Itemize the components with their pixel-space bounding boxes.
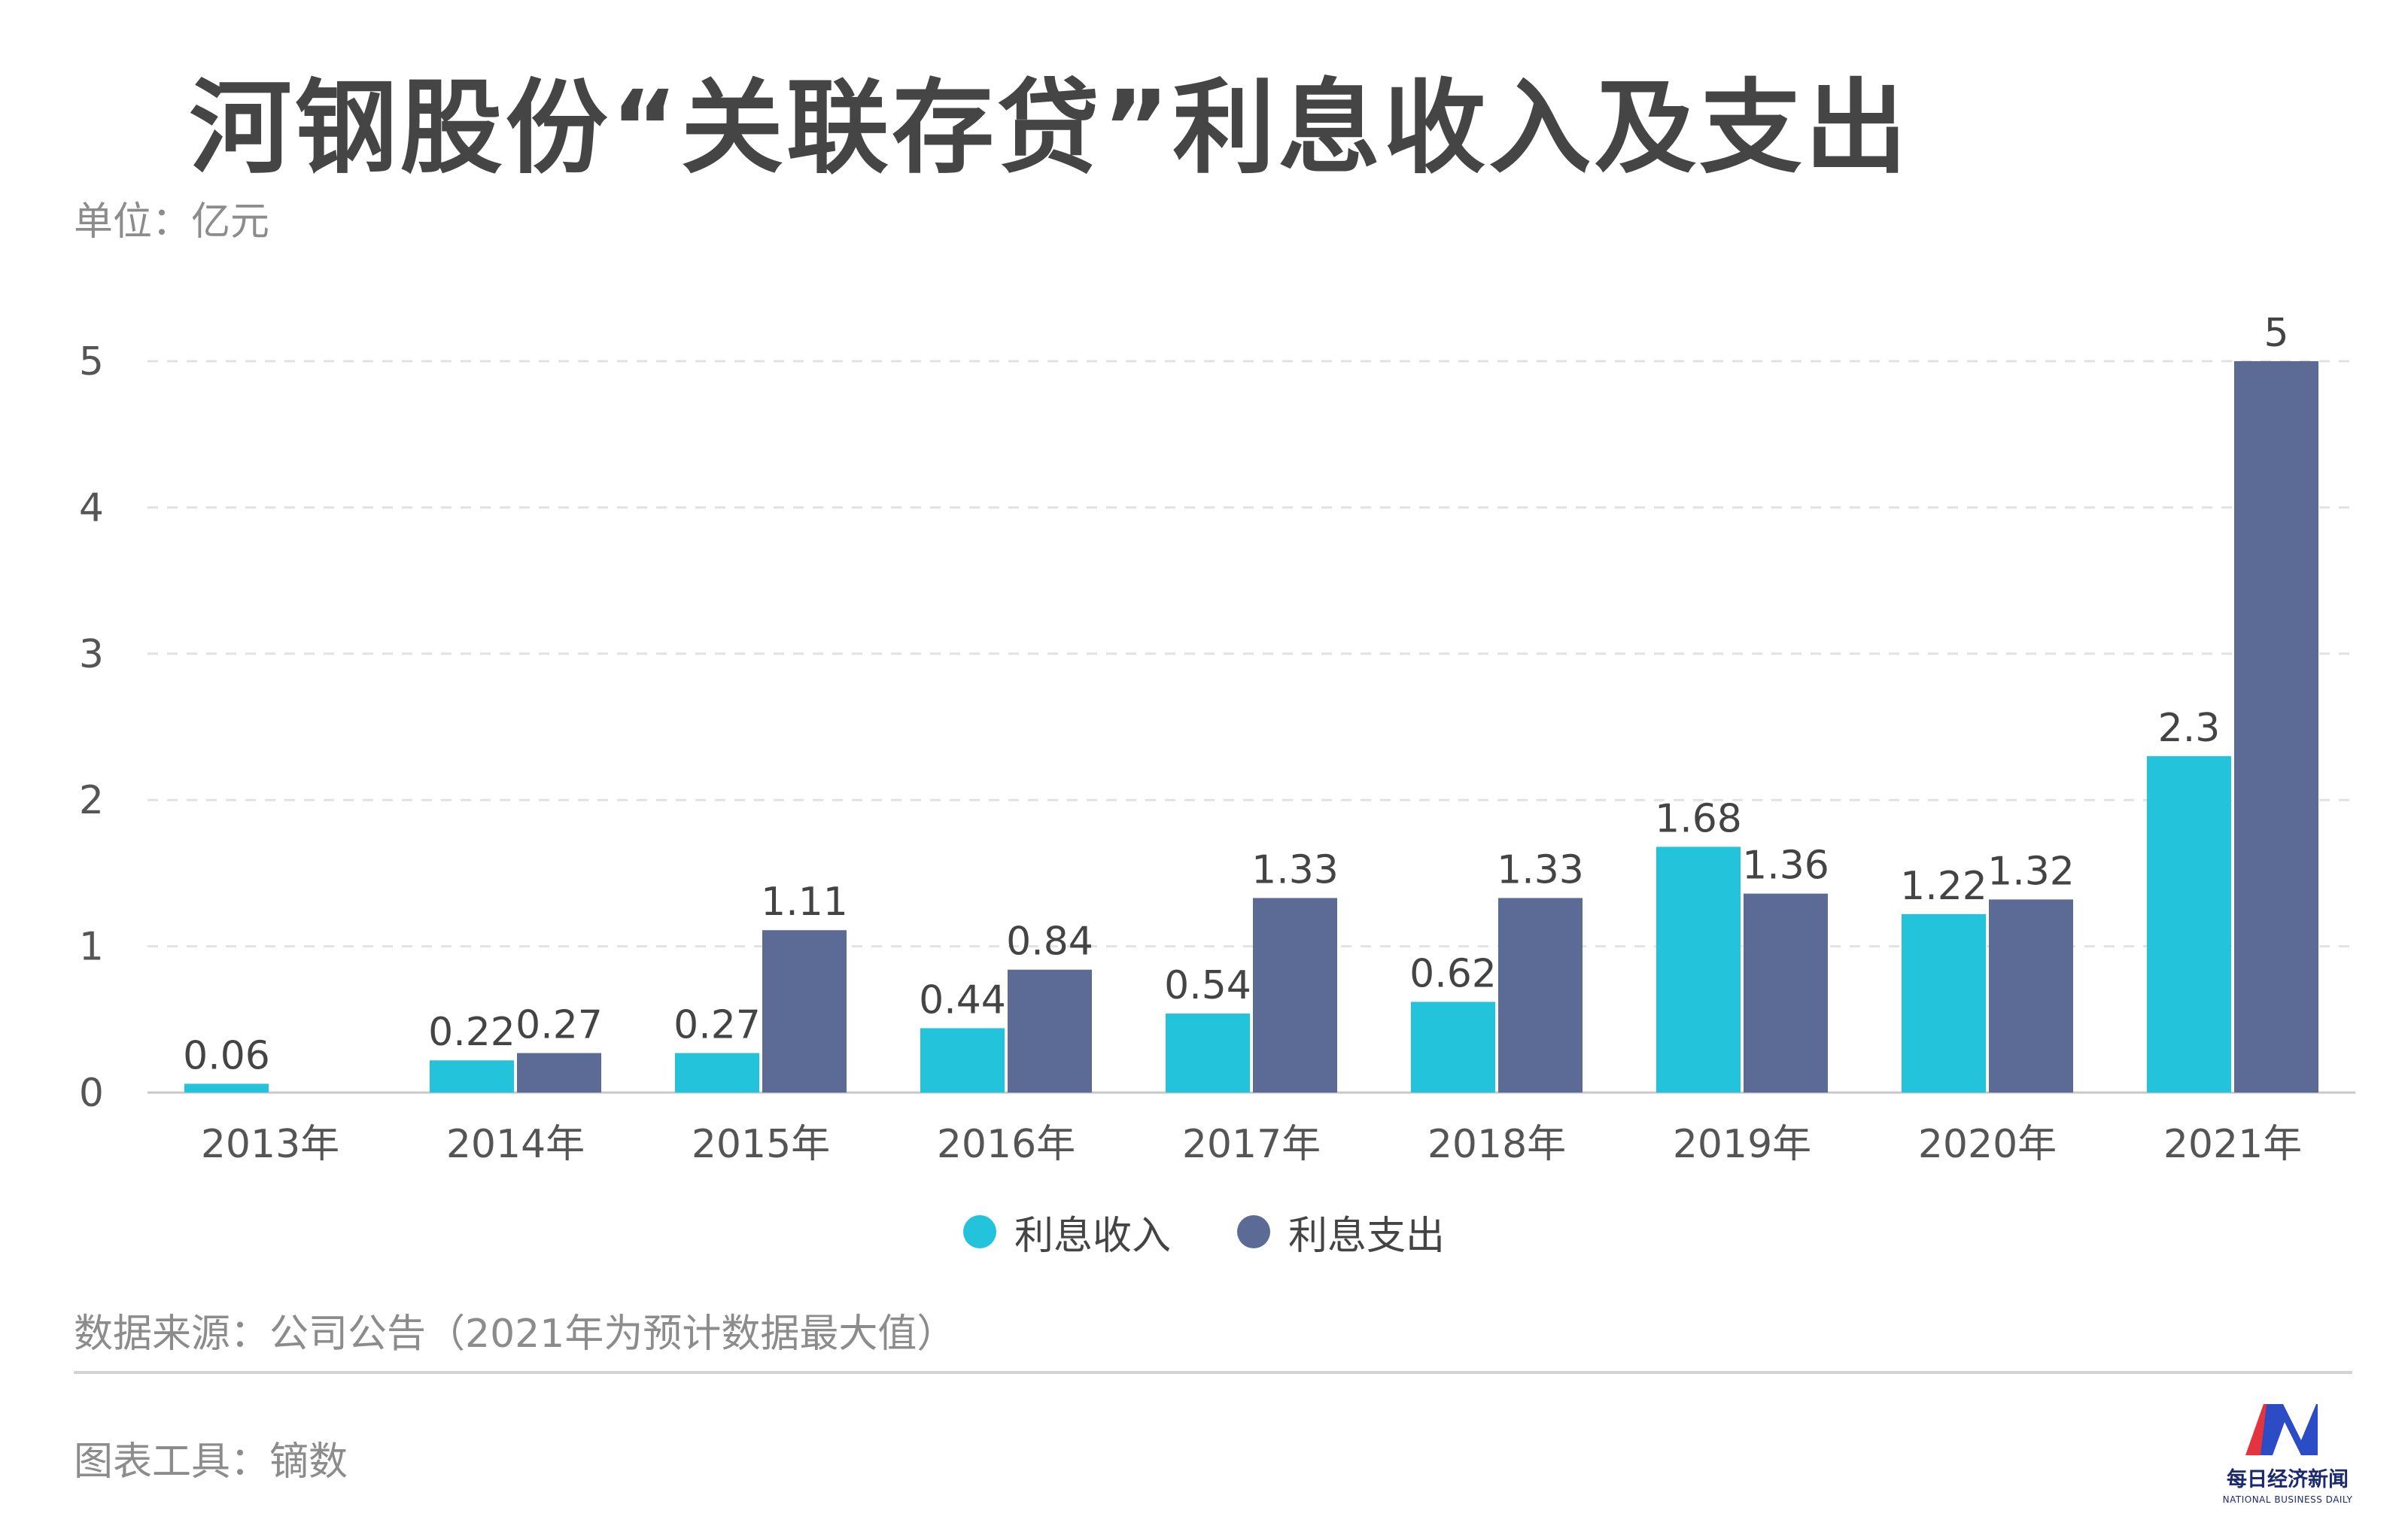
data-label-expense: 1.32	[1987, 849, 2075, 894]
legend-swatch-expense	[1237, 1215, 1270, 1248]
x-tick-label: 2016年	[937, 1122, 1075, 1167]
data-label-expense: 0.27	[515, 1003, 603, 1048]
data-source-note: 数据来源：公司公告（2021年为预计数据最大值）	[74, 1312, 956, 1357]
footer-divider	[74, 1371, 2352, 1374]
logo-name-en: NATIONAL BUSINESS DAILY	[2222, 1494, 2353, 1505]
x-tick-label: 2019年	[1673, 1122, 1811, 1167]
legend-label-expense: 利息支出	[1288, 1213, 1446, 1259]
logo-name-cn: 每日经济新闻	[2227, 1468, 2349, 1491]
legend-item-expense[interactable]: 利息支出	[1237, 1204, 1445, 1260]
y-tick-label: 2	[79, 778, 104, 823]
publisher-logo: 每日经济新闻 NATIONAL BUSINESS DAILY	[2212, 1401, 2363, 1514]
bar-expense[interactable]	[1744, 893, 1828, 1093]
y-tick-label: 0	[79, 1071, 104, 1116]
y-tick-label: 4	[79, 485, 104, 530]
data-label-income: 0.22	[428, 1010, 515, 1055]
data-label-expense: 5	[2264, 311, 2288, 356]
x-tick-label: 2015年	[692, 1122, 830, 1167]
bar-expense[interactable]	[517, 1053, 601, 1093]
data-label-income: 0.54	[1164, 963, 1251, 1008]
x-tick-label: 2013年	[201, 1122, 339, 1167]
data-label-expense: 1.11	[761, 880, 848, 925]
bar-income[interactable]	[675, 1053, 759, 1093]
bar-income[interactable]	[1902, 913, 1986, 1093]
bar-expense[interactable]	[2234, 361, 2318, 1093]
bar-income[interactable]	[1166, 1014, 1250, 1093]
bar-expense[interactable]	[1253, 898, 1337, 1093]
x-tick-label: 2020年	[1918, 1122, 2057, 1167]
legend-label-income: 利息收入	[1014, 1213, 1171, 1259]
legend-item-income[interactable]: 利息收入	[962, 1204, 1171, 1260]
bar-income[interactable]	[920, 1028, 1005, 1093]
data-label-income: 0.06	[183, 1033, 270, 1078]
chart-legend: 利息收入 利息支出	[0, 1204, 2408, 1260]
bar-income[interactable]	[184, 1084, 269, 1093]
x-tick-label: 2014年	[446, 1122, 585, 1167]
data-label-expense: 1.33	[1251, 847, 1339, 892]
data-label-income: 1.68	[1655, 796, 1742, 841]
data-label-expense: 1.33	[1497, 847, 1584, 892]
data-label-expense: 1.36	[1742, 843, 1829, 889]
bar-income[interactable]	[1656, 847, 1741, 1093]
data-label-income: 1.22	[1900, 864, 1987, 909]
y-tick-label: 1	[79, 925, 104, 970]
chart-tool-note: 图表工具：镝数	[74, 1439, 348, 1485]
y-tick-label: 5	[79, 339, 104, 385]
bar-expense[interactable]	[1989, 899, 2073, 1093]
bar-expense[interactable]	[1008, 969, 1092, 1093]
bar-income[interactable]	[1411, 1002, 1495, 1093]
data-label-income: 2.3	[2158, 706, 2221, 751]
x-tick-label: 2018年	[1427, 1122, 1566, 1167]
chart-title: 河钢股份“关联存贷”利息收入及支出	[189, 69, 1911, 188]
data-label-income: 0.44	[919, 977, 1006, 1023]
y-tick-label: 3	[79, 632, 104, 677]
data-label-income: 0.62	[1409, 951, 1497, 996]
data-label-expense: 0.84	[1006, 919, 1093, 965]
bar-income[interactable]	[2147, 755, 2231, 1093]
bar-expense[interactable]	[1498, 898, 1583, 1093]
x-tick-label: 2017年	[1182, 1122, 1321, 1167]
bar-expense[interactable]	[762, 930, 847, 1093]
logo-n-mark-icon	[2245, 1404, 2318, 1455]
bar-income[interactable]	[430, 1060, 514, 1093]
unit-label: 单位：亿元	[74, 199, 270, 245]
legend-swatch-income	[962, 1215, 996, 1248]
x-tick-label: 2021年	[2163, 1122, 2302, 1167]
data-label-income: 0.27	[673, 1003, 761, 1048]
